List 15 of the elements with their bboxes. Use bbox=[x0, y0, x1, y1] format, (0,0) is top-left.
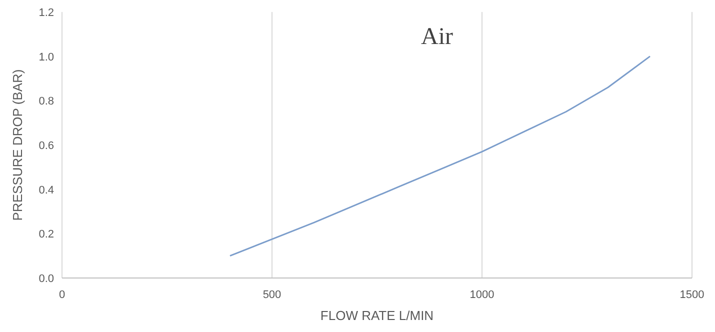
y-tick-label: 1.2 bbox=[38, 7, 54, 19]
y-tick-label: 0.2 bbox=[38, 228, 54, 241]
x-tick-label: 1000 bbox=[470, 289, 494, 301]
y-tick-label: 0.8 bbox=[38, 96, 54, 108]
x-tick-label: 0 bbox=[58, 289, 66, 301]
x-tick-label: 1500 bbox=[680, 289, 704, 301]
x-tick-label: 500 bbox=[262, 289, 282, 301]
text: Air bbox=[421, 24, 453, 50]
y-tick-label: 0.4 bbox=[38, 184, 54, 196]
y-axis-title: PRESSURE DROP (BAR) bbox=[10, 69, 25, 221]
y-tick-label: 1.0 bbox=[38, 51, 54, 64]
y-tick-label: 0.6 bbox=[38, 140, 54, 152]
line-series bbox=[229, 56, 651, 257]
y-tick-label: 0.0 bbox=[38, 273, 54, 285]
x-axis-title: FLOW RATE L/MIN bbox=[320, 308, 434, 323]
